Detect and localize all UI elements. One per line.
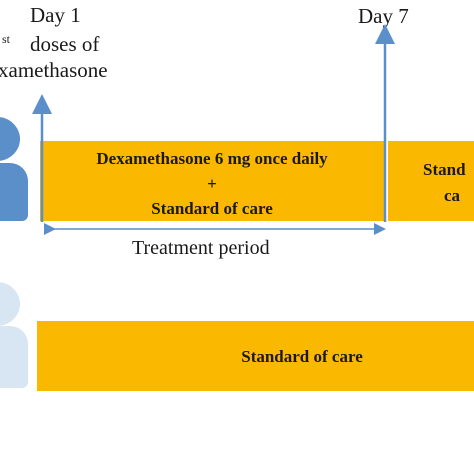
control-arm-bar — [37, 321, 474, 391]
treatment-arm-line3: Standard of care — [151, 199, 273, 218]
treatment-arm-line2: + — [207, 174, 217, 193]
control-arm-label: Standard of care — [241, 347, 363, 366]
first-dose-line2: xamethasone — [0, 58, 108, 82]
treatment-arm-bar — [40, 141, 384, 221]
first-dose-line1: doses of — [30, 32, 100, 56]
post-treatment-line1: Stand — [423, 160, 466, 179]
post-treatment-bar — [388, 141, 474, 221]
treatment-arm-line1: Dexamethasone 6 mg once daily — [96, 149, 328, 168]
first-dose-superscript: st — [2, 32, 11, 46]
day-1-label: Day 1 — [30, 3, 81, 27]
treatment-period-label: Treatment period — [132, 237, 270, 259]
post-treatment-line2: ca — [444, 186, 461, 205]
day-7-label: Day 7 — [358, 4, 409, 28]
